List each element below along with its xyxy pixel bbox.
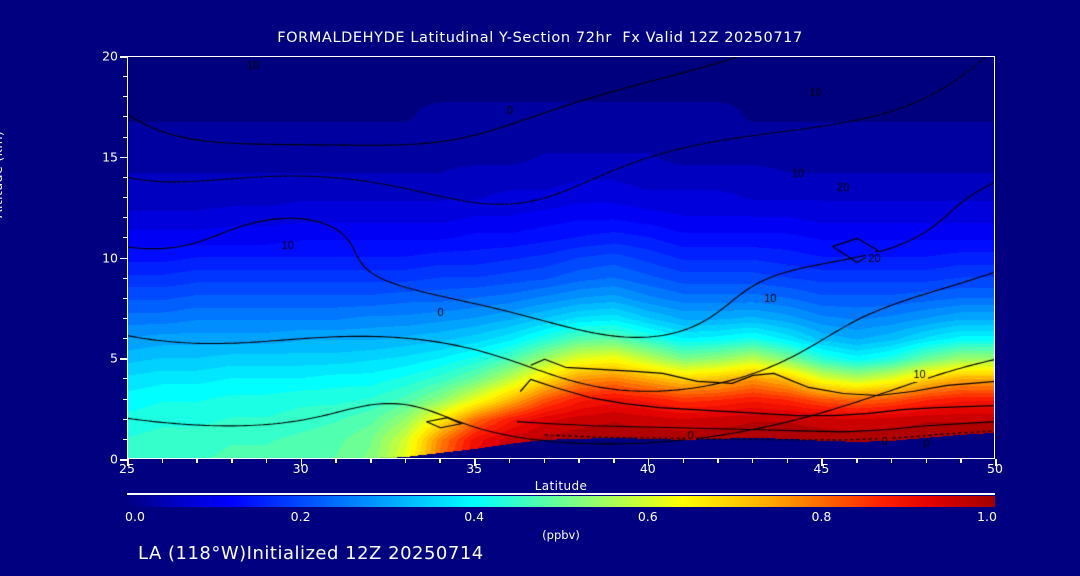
x-tick-mark <box>196 459 198 463</box>
colorbar-tick-label: 0.8 <box>811 509 832 524</box>
x-tick-mark <box>890 459 893 463</box>
y-tick-label: 5 <box>110 350 118 366</box>
y-minor-tick <box>123 76 127 78</box>
x-tick-mark <box>335 459 337 463</box>
y-tick-mark <box>120 459 127 461</box>
x-tick-mark <box>127 459 129 466</box>
x-tick-label: 35 <box>466 461 483 476</box>
x-tick-mark <box>265 459 268 463</box>
colorbar-top-rule <box>127 492 995 495</box>
x-tick-label: 50 <box>987 461 1003 476</box>
y-minor-tick <box>123 398 127 400</box>
contour-line-canvas <box>128 57 994 458</box>
x-tick-label: 45 <box>813 461 830 476</box>
x-tick-mark <box>682 459 685 463</box>
y-tick-label: 10 <box>102 250 118 265</box>
y-tick-label: 0 <box>110 451 118 467</box>
x-tick-mark <box>543 459 546 463</box>
x-tick-label: 40 <box>639 461 656 476</box>
plot-axes <box>127 56 995 459</box>
x-tick-mark <box>300 459 303 466</box>
y-minor-tick <box>123 297 127 299</box>
colorbar-tick-label: 1.0 <box>977 509 997 524</box>
colorbar <box>127 496 995 507</box>
y-tick-label: 20 <box>102 48 118 64</box>
x-tick-mark <box>508 459 511 463</box>
figure-caption: LA (118°W)Initialized 12Z 20250714 <box>138 543 484 564</box>
colorbar-tick-label: 0.0 <box>125 509 145 524</box>
x-axis-label: Latitude <box>534 479 588 493</box>
x-tick-mark <box>439 459 441 463</box>
y-minor-tick <box>123 136 127 138</box>
x-tick-label: 25 <box>119 461 135 476</box>
y-tick-mark <box>120 56 127 58</box>
x-tick-mark <box>370 459 372 463</box>
x-tick-mark <box>717 459 719 463</box>
x-tick-mark <box>161 459 164 463</box>
y-minor-tick <box>123 197 127 199</box>
x-tick-mark <box>474 459 476 466</box>
y-tick-label: 15 <box>102 149 118 165</box>
y-minor-tick <box>123 116 127 118</box>
y-minor-tick <box>123 96 127 98</box>
y-minor-tick <box>123 378 127 380</box>
y-minor-tick <box>123 176 127 178</box>
y-minor-tick <box>123 277 127 279</box>
x-tick-mark <box>751 459 754 463</box>
x-tick-mark <box>404 459 407 463</box>
x-tick-mark <box>578 459 580 463</box>
y-minor-tick <box>123 237 127 239</box>
y-minor-tick <box>123 438 127 440</box>
x-tick-mark <box>995 459 997 466</box>
y-tick-mark <box>120 358 127 360</box>
x-tick-mark <box>856 459 858 463</box>
x-tick-mark <box>925 459 928 463</box>
y-tick-mark <box>120 156 127 159</box>
figure-title: FORMALDEHYDE Latitudinal Y-Section 72hr … <box>277 30 803 46</box>
colorbar-tick-label: 0.6 <box>637 509 658 524</box>
colorbar-tick-label: 0.4 <box>464 509 485 524</box>
y-minor-tick <box>123 217 127 219</box>
x-tick-mark <box>647 459 650 466</box>
y-minor-tick <box>123 418 127 420</box>
colorbar-tick-label: 0.2 <box>290 509 311 524</box>
colorbar-unit-label: (ppbv) <box>542 528 580 542</box>
y-axis-label: Altitude (km) <box>0 130 5 218</box>
y-minor-tick <box>123 317 127 319</box>
y-minor-tick <box>123 338 127 340</box>
x-tick-mark <box>231 459 233 463</box>
x-tick-label: 30 <box>292 461 309 476</box>
x-tick-mark <box>960 459 962 463</box>
x-tick-mark <box>613 459 615 463</box>
x-tick-mark <box>786 459 789 463</box>
y-tick-mark <box>120 257 127 259</box>
x-tick-mark <box>821 459 823 466</box>
